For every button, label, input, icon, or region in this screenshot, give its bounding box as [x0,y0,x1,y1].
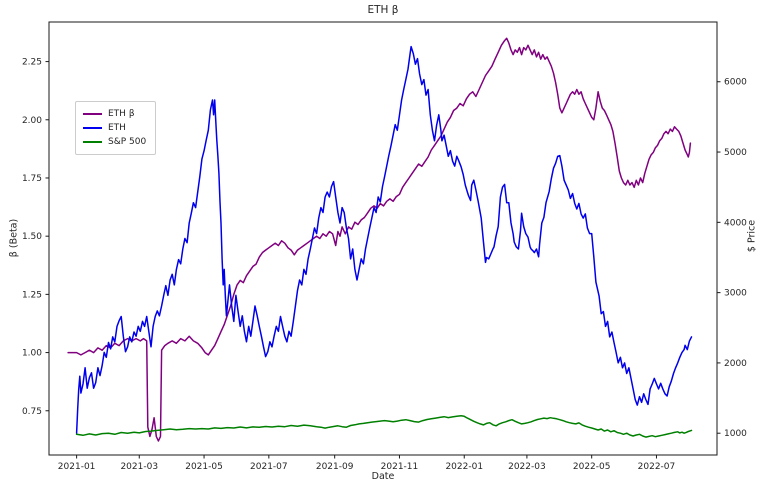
y-left-tick-label: 2.00 [22,116,42,126]
y-left-tick-label: 2.25 [22,58,42,68]
x-tick-label: 2021-07 [250,462,288,472]
series-line-eth-beta [67,37,692,442]
legend-swatch-sp500 [83,141,102,143]
x-tick-label: 2022-01 [445,462,483,472]
legend-swatch-eth [83,127,102,129]
legend-swatch-eth-beta [83,113,102,115]
x-axis-label: Date [371,471,395,482]
series-line-eth [75,45,693,434]
legend-item-eth: ETH [83,121,146,135]
y-right-tick-label: 1000 [724,429,747,439]
legend: ETH β ETH S&P 500 [75,101,157,155]
legend-label-eth: ETH [108,123,126,133]
y-axis-label-left: β (Beta) [8,218,20,258]
y-right-tick-label: 2000 [724,359,747,369]
y-axis-label-right: $ Price [746,219,758,253]
x-tick-label: 2021-05 [185,462,223,472]
x-tick-label: 2021-11 [381,462,419,472]
legend-item-sp500: S&P 500 [83,135,146,149]
legend-label-eth-beta: ETH β [108,109,135,119]
y-right-tick-label: 6000 [724,78,747,88]
series-line-sp500 [75,415,693,438]
y-right-tick-label: 4000 [724,218,747,228]
y-right-tick-label: 3000 [724,289,747,299]
y-left-tick-label: 1.75 [22,174,42,184]
legend-label-sp500: S&P 500 [108,137,147,147]
x-tick-label: 2022-07 [638,462,676,472]
y-left-tick-label: 1.50 [22,232,42,242]
x-tick-label: 2022-03 [508,462,546,472]
x-tick-label: 2021-01 [58,462,96,472]
y-right-tick-label: 5000 [724,148,747,158]
y-left-tick-label: 1.25 [22,290,42,300]
y-left-tick-label: 1.00 [22,349,42,359]
x-tick-label: 2021-09 [316,462,354,472]
chart-title: ETH β [367,4,399,16]
x-tick-label: 2021-03 [120,462,158,472]
plot-frame [48,21,718,456]
legend-item-eth-beta: ETH β [83,107,146,121]
x-tick-label: 2022-05 [573,462,611,472]
y-left-tick-label: 0.75 [22,407,42,417]
